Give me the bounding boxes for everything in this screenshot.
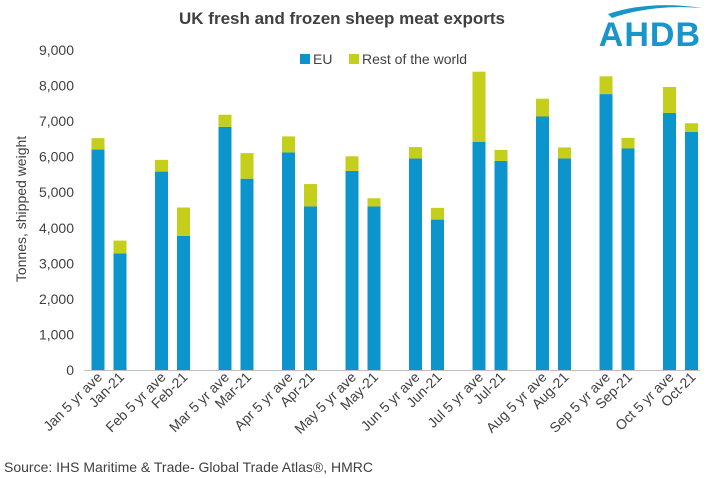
bar-eu — [431, 219, 444, 370]
ahdb-logo: AHDB — [599, 5, 702, 54]
bar-eu — [177, 235, 190, 370]
bar-rest-of-world — [599, 76, 613, 95]
y-tick-label: 6,000 — [39, 149, 74, 165]
bar-rest-of-world — [472, 71, 486, 142]
bar-eu — [472, 141, 486, 370]
bar-rest-of-world — [155, 159, 168, 172]
y-tick-label: 3,000 — [39, 255, 74, 271]
y-tick-label: 0 — [66, 362, 74, 378]
bar-rest-of-world — [621, 137, 635, 149]
legend-label-row: Rest of the world — [362, 51, 467, 67]
bar-rest-of-world — [218, 114, 232, 127]
bar-rest-of-world — [558, 147, 571, 159]
y-axis-ticks: 0 1,000 2,000 3,000 4,000 5,000 6,000 7,000 8,00… — [39, 42, 74, 378]
bar-eu — [113, 253, 127, 370]
source-note: Source: IHS Maritime & Trade- Global Tra… — [4, 459, 373, 475]
y-axis-label: Tonnes, shipped weight — [13, 136, 29, 282]
bar-eu — [91, 149, 105, 370]
bar-rest-of-world — [536, 98, 549, 117]
y-tick-label: 1,000 — [39, 326, 74, 342]
bar-eu — [367, 206, 381, 370]
bar-eu — [282, 152, 295, 370]
bar-rest-of-world — [431, 207, 444, 220]
bar-eu — [409, 158, 422, 370]
bar-rest-of-world — [685, 123, 698, 132]
chart-title: UK fresh and frozen sheep meat exports — [179, 9, 505, 28]
bar-eu — [685, 131, 698, 370]
bar-rest-of-world — [345, 156, 359, 171]
bar-eu — [240, 178, 254, 370]
bar-rest-of-world — [494, 149, 508, 161]
y-tick-label: 5,000 — [39, 184, 74, 200]
y-tick-label: 9,000 — [39, 42, 74, 58]
bar-rest-of-world — [304, 184, 317, 207]
bar-eu — [304, 206, 317, 370]
bar-eu — [218, 126, 232, 370]
bar-rest-of-world — [240, 153, 254, 179]
bar-rest-of-world — [91, 138, 105, 150]
bar-eu — [663, 112, 676, 370]
bar-rest-of-world — [367, 198, 381, 207]
legend-label-eu: EU — [313, 51, 332, 67]
bar-eu — [536, 116, 549, 370]
bar-eu — [494, 160, 508, 370]
bar-rest-of-world — [177, 207, 190, 236]
logo-swoosh — [608, 5, 702, 18]
bar-eu — [155, 171, 168, 370]
legend-swatch-eu — [300, 54, 310, 64]
bar-rest-of-world — [663, 86, 676, 113]
y-tick-label: 8,000 — [39, 78, 74, 94]
bar-eu — [599, 94, 613, 370]
bar-eu — [558, 158, 571, 370]
y-tick-label: 4,000 — [39, 220, 74, 236]
logo-text: AHDB — [599, 16, 701, 54]
legend-swatch-row — [349, 54, 359, 64]
bar-eu — [345, 170, 359, 370]
bar-eu — [621, 148, 635, 370]
bar-rest-of-world — [409, 147, 422, 159]
legend: EU Rest of the world — [300, 51, 467, 67]
bars — [91, 71, 698, 370]
bar-rest-of-world — [113, 240, 127, 254]
y-tick-label: 7,000 — [39, 113, 74, 129]
y-tick-label: 2,000 — [39, 291, 74, 307]
bar-rest-of-world — [282, 136, 295, 153]
